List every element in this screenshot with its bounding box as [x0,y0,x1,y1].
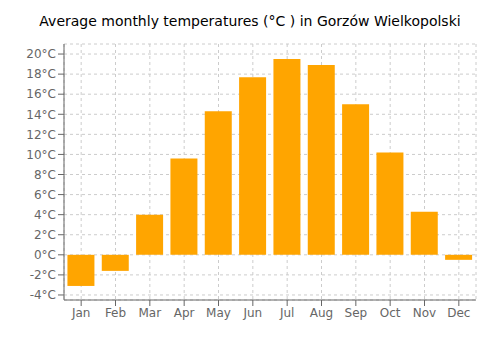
svg-text:10°C: 10°C [26,148,56,162]
svg-text:Mar: Mar [139,306,162,320]
svg-text:Jan: Jan [71,306,91,320]
svg-text:Oct: Oct [380,306,401,320]
svg-text:Jun: Jun [242,306,262,320]
svg-text:14°C: 14°C [26,108,56,122]
svg-text:12°C: 12°C [26,128,56,142]
svg-text:6°C: 6°C [34,188,56,202]
svg-text:Aug: Aug [310,306,333,320]
svg-text:Sep: Sep [345,306,368,320]
svg-text:20°C: 20°C [26,47,56,61]
svg-text:2°C: 2°C [34,228,56,242]
svg-text:4°C: 4°C [34,208,56,222]
svg-text:Feb: Feb [105,306,126,320]
svg-text:8°C: 8°C [34,168,56,182]
svg-text:May: May [206,306,231,320]
svg-text:18°C: 18°C [26,67,56,81]
svg-text:-4°C: -4°C [30,288,56,302]
html-text:Average monthly temperatures (: Average monthly temperatures (°C ) in Go… [39,13,461,29]
svg-text:16°C: 16°C [26,87,56,101]
svg-text:0°C: 0°C [34,248,56,262]
svg-text:Apr: Apr [174,306,195,320]
svg-text:-2°C: -2°C [30,268,56,282]
svg-text:Dec: Dec [447,306,470,320]
svg-text:Nov: Nov [413,306,436,320]
svg-text:Jul: Jul [279,306,294,320]
